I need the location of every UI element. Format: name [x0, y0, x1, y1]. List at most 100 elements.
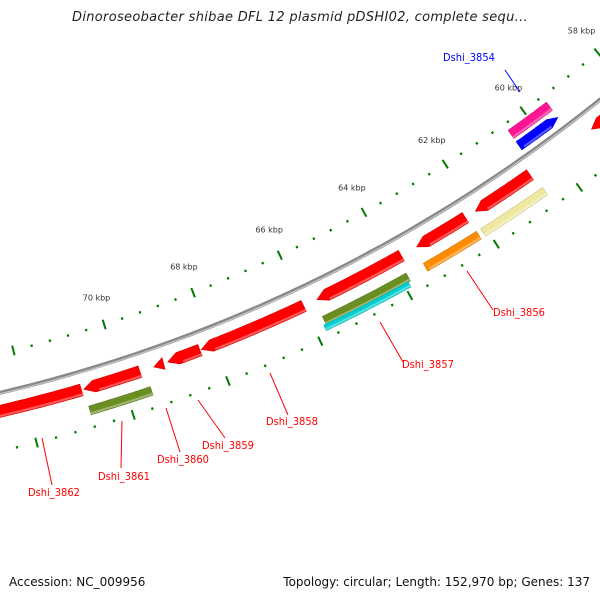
minor-tick	[336, 330, 340, 335]
major-tick	[276, 250, 283, 261]
minor-tick	[460, 263, 464, 267]
gene-arrow[interactable]	[88, 386, 154, 416]
minor-tick	[54, 436, 58, 439]
gene-label-dshi-3854[interactable]: Dshi_3854	[443, 51, 521, 93]
gene-shading	[98, 374, 142, 391]
gene-label-dshi-3856[interactable]: Dshi_3856	[466, 270, 545, 319]
gene-label-dshi-3861[interactable]: Dshi_3861	[98, 420, 150, 483]
feature-tracks	[0, 59, 600, 431]
gene-label-text[interactable]: Dshi_3861	[98, 470, 150, 483]
minor-tick	[156, 304, 160, 308]
gene-arrow[interactable]	[167, 344, 203, 365]
major-tick	[190, 287, 196, 298]
gene-feature[interactable]	[323, 281, 412, 332]
minor-tick	[459, 152, 463, 156]
gene-label-text[interactable]: Dshi_3860	[157, 453, 209, 466]
minor-tick	[372, 312, 376, 317]
gene-arrow[interactable]	[83, 365, 143, 393]
gene-arrow[interactable]	[474, 169, 534, 212]
minor-tick	[528, 220, 532, 224]
scale-label: 66 kbp	[255, 226, 283, 235]
minor-tick	[390, 303, 394, 307]
gene-label-text[interactable]: Dshi_3856	[493, 306, 545, 319]
minor-tick	[427, 172, 431, 176]
gene-feature[interactable]	[416, 212, 470, 248]
gene-label-text[interactable]: Dshi_3858	[266, 415, 318, 428]
major-tick	[575, 182, 584, 193]
minor-tick	[263, 364, 267, 368]
minor-tick	[345, 219, 349, 223]
major-tick	[406, 290, 414, 301]
gene-label-dshi-3857[interactable]: Dshi_3857	[379, 321, 454, 371]
major-tick	[441, 159, 449, 169]
gene-arrow[interactable]	[153, 356, 166, 370]
major-tick	[34, 437, 39, 448]
gene-label-text[interactable]: Dshi_3857	[402, 358, 454, 371]
gene-arrow[interactable]	[200, 300, 307, 352]
gene-feature[interactable]	[507, 101, 553, 139]
minor-tick	[150, 407, 154, 411]
gene-label-text[interactable]: Dshi_3859	[202, 439, 254, 452]
minor-tick	[120, 317, 124, 321]
gene-feature[interactable]	[88, 386, 154, 416]
gene-feature[interactable]	[422, 230, 482, 272]
gene-arrow[interactable]	[591, 59, 600, 130]
gene-feature[interactable]	[83, 365, 143, 393]
minor-tick	[15, 445, 19, 449]
gene-arrow[interactable]	[480, 186, 549, 237]
minor-tick	[295, 245, 299, 249]
minor-tick	[74, 430, 77, 434]
gene-label-dshi-3859[interactable]: Dshi_3859	[197, 399, 254, 452]
gene-label-dshi-3860[interactable]: Dshi_3860	[157, 407, 209, 466]
minor-tick	[84, 328, 88, 332]
gene-feature[interactable]	[316, 249, 405, 301]
minor-tick	[581, 62, 585, 67]
minor-tick	[66, 334, 70, 337]
gene-feature[interactable]	[591, 59, 600, 130]
gene-shading	[484, 192, 548, 236]
gene-arrow[interactable]	[0, 383, 84, 431]
gene-label-dshi-3862[interactable]: Dshi_3862	[28, 437, 80, 499]
backbone-arc	[0, 97, 600, 395]
minor-tick	[174, 297, 177, 301]
minor-tick	[544, 209, 549, 213]
topology-summary: Topology: circular; Length: 152,970 bp; …	[283, 575, 590, 589]
gene-feature[interactable]	[474, 169, 534, 212]
gene-arrow[interactable]	[507, 101, 553, 139]
gene-feature[interactable]	[200, 300, 307, 352]
gene-feature[interactable]	[480, 186, 549, 237]
gene-shading	[487, 177, 534, 210]
gene-label-text[interactable]: Dshi_3862	[28, 486, 80, 499]
gene-arrow[interactable]	[316, 249, 405, 301]
gene-feature[interactable]	[167, 344, 203, 365]
gene-arrow[interactable]	[515, 116, 559, 151]
minor-tick	[425, 284, 429, 288]
major-tick	[130, 409, 136, 420]
gene-feature[interactable]	[153, 356, 166, 370]
minor-tick	[312, 237, 316, 241]
gene-label-dshi-3858[interactable]: Dshi_3858	[266, 372, 318, 428]
minor-tick	[245, 372, 249, 376]
minor-tick	[395, 192, 399, 196]
gene-shading	[325, 278, 411, 325]
minor-tick	[207, 386, 211, 390]
major-tick	[225, 376, 231, 387]
minor-tick	[475, 141, 479, 145]
gene-shading	[0, 393, 83, 418]
gene-label-text[interactable]: Dshi_3854	[443, 51, 495, 64]
major-tick	[317, 336, 324, 347]
gene-arrow[interactable]	[416, 212, 470, 248]
gene-arrow[interactable]	[422, 230, 482, 272]
major-tick	[519, 106, 527, 116]
scale-label: 58 kbp	[568, 26, 596, 35]
gene-shading	[90, 392, 153, 415]
gene-shading	[523, 125, 553, 148]
minor-tick	[226, 276, 230, 280]
scale-label: 70 kbp	[83, 294, 111, 303]
gene-feature[interactable]	[515, 116, 559, 151]
backbone-highlight	[0, 99, 600, 395]
scale-ticks: 58 kbp 60 kbp 62 kbp 64 kbp 66 kbp 68 kbp 70 k…	[11, 26, 600, 449]
accession-text: Accession: NC_009956	[9, 575, 146, 589]
gene-feature[interactable]	[0, 383, 84, 431]
